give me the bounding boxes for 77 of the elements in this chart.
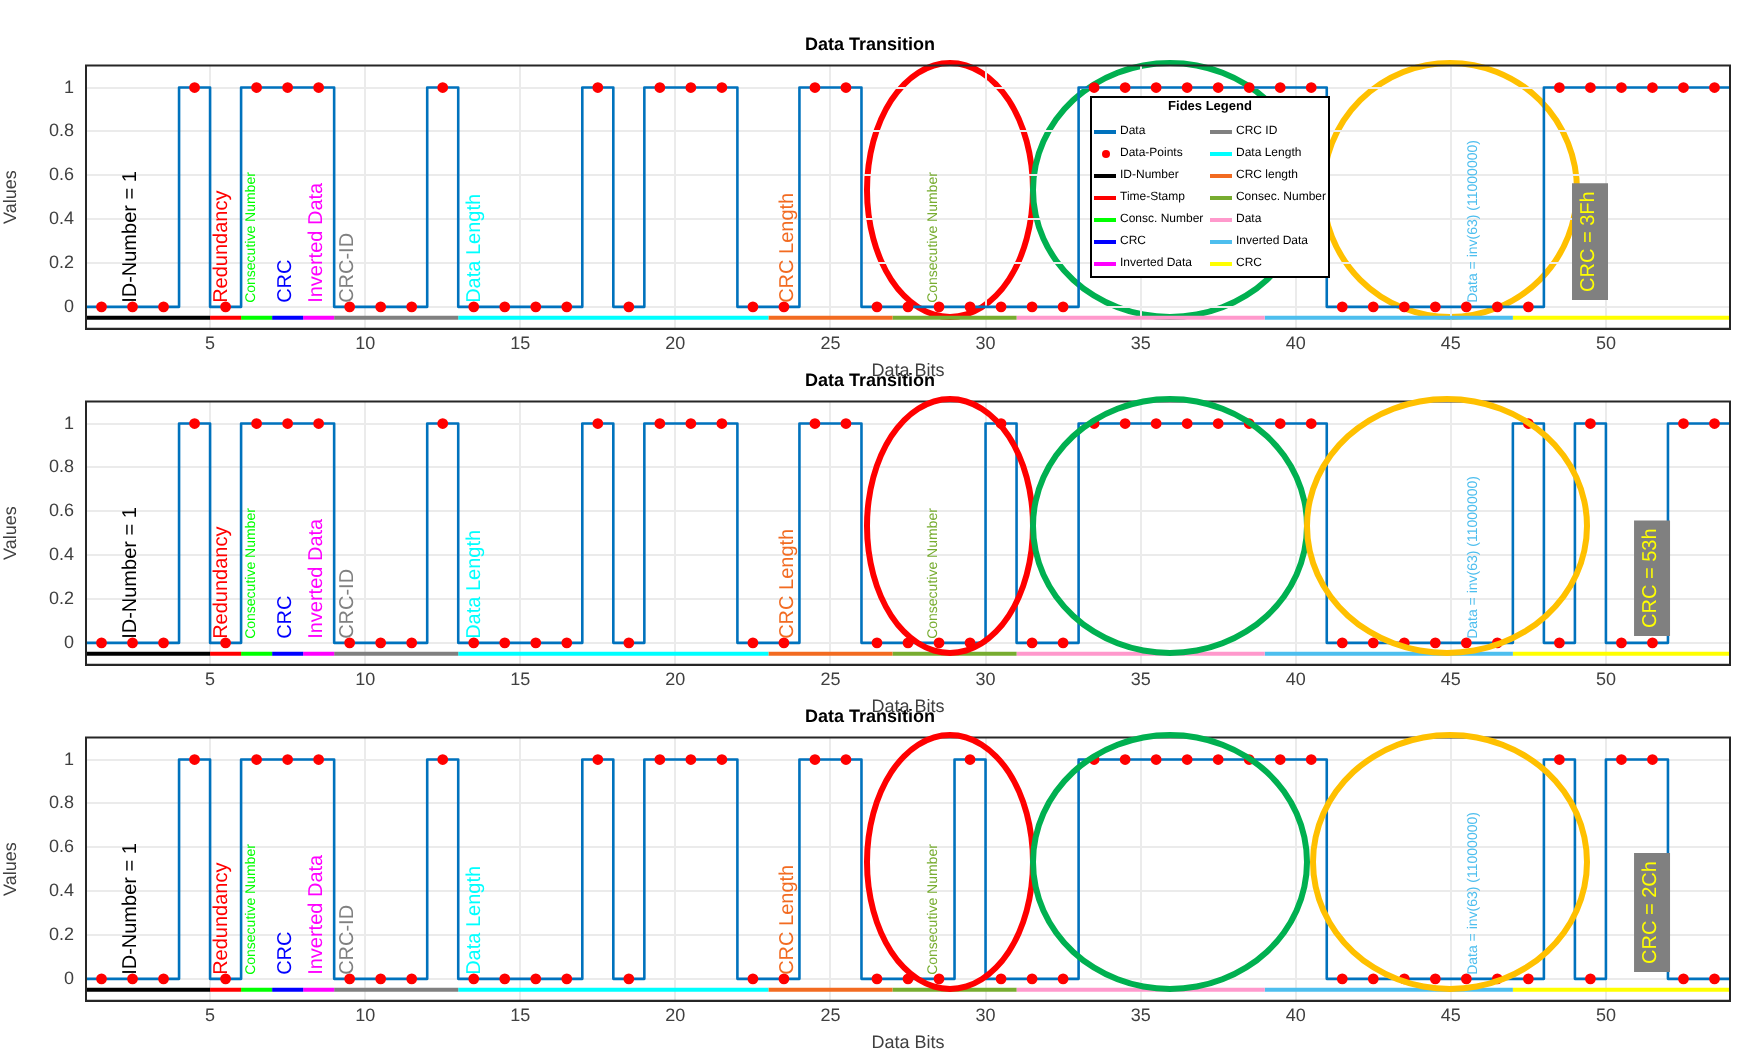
y-tick-label: 0	[63, 631, 74, 652]
x-tick-label: 45	[1440, 1004, 1461, 1025]
annotation: CRC-ID	[336, 568, 359, 639]
y-tick-label: 1	[63, 412, 74, 433]
annotation: Inverted Data	[305, 517, 328, 639]
x-tick-label: 50	[1595, 1004, 1616, 1025]
annotation: Data Length	[463, 529, 486, 639]
x-tick-label: 30	[975, 668, 996, 689]
x-tick-label: 15	[510, 332, 531, 353]
annotation: Data Length	[463, 865, 486, 975]
y-tick-label: 1	[63, 748, 74, 769]
x-tick-label: 5	[205, 332, 216, 353]
y-tick-label: 1	[63, 76, 74, 97]
x-tick-label: 45	[1440, 332, 1461, 353]
annotation: Inverted Data	[305, 853, 328, 975]
x-tick-label: 40	[1285, 332, 1306, 353]
x-tick-label: 50	[1595, 668, 1616, 689]
annotation: Data Length	[463, 193, 486, 303]
annotation: Redundancy	[211, 526, 234, 639]
x-tick-label: 30	[975, 1004, 996, 1025]
x-tick-label: 15	[510, 668, 531, 689]
y-tick-label: 0.2	[48, 923, 74, 944]
x-tick-label: 20	[665, 668, 686, 689]
y-tick-label: 0.6	[48, 164, 74, 185]
annotation: CRC Length	[777, 192, 800, 303]
chart-title: Data Transition	[804, 33, 936, 54]
y-tick-label: 0.6	[48, 836, 74, 857]
x-tick-label: 35	[1130, 668, 1151, 689]
annotation: ID-Number = 1	[119, 170, 142, 303]
x-tick-label: 10	[355, 332, 376, 353]
y-tick-label: 0	[63, 295, 74, 316]
annotation: CRC-ID	[336, 232, 359, 303]
x-tick-label: 20	[665, 1004, 686, 1025]
annotation: CRC	[274, 595, 297, 639]
annotation: Redundancy	[211, 190, 234, 303]
y-tick-label: 0.2	[48, 251, 74, 272]
y-tick-label: 0.4	[48, 880, 74, 901]
annotation: CRC-ID	[336, 904, 359, 975]
annotation: CRC Length	[777, 864, 800, 975]
x-tick-label: 10	[355, 668, 376, 689]
x-tick-label: 25	[820, 1004, 841, 1025]
annotation: Inverted Data	[305, 181, 328, 303]
x-tick-label: 25	[820, 332, 841, 353]
y-tick-label: 0	[63, 967, 74, 988]
y-axis-title: Values	[0, 169, 20, 225]
x-tick-label: 5	[205, 668, 216, 689]
annotation: CRC = 2Ch	[1639, 861, 1662, 964]
y-axis-title: Values	[0, 841, 20, 897]
annotation: CRC = 53h	[1639, 528, 1662, 628]
x-tick-label: 40	[1285, 1004, 1306, 1025]
annotation: CRC	[274, 931, 297, 975]
annotation: CRC = 3Fh	[1577, 191, 1600, 292]
y-tick-label: 0.8	[48, 792, 74, 813]
annotation: ID-Number = 1	[119, 842, 142, 975]
annotation: ID-Number = 1	[119, 506, 142, 639]
x-tick-label: 10	[355, 1004, 376, 1025]
x-tick-label: 20	[665, 332, 686, 353]
annotation: Redundancy	[211, 862, 234, 975]
y-tick-label: 0.4	[48, 208, 74, 229]
annotation: CRC Length	[777, 528, 800, 639]
x-tick-label: 35	[1130, 332, 1151, 353]
x-tick-label: 40	[1285, 668, 1306, 689]
x-tick-label: 25	[820, 668, 841, 689]
y-tick-label: 0.4	[48, 544, 74, 565]
x-tick-label: 15	[510, 1004, 531, 1025]
y-axis-title: Values	[0, 505, 20, 561]
y-tick-label: 0.8	[48, 120, 74, 141]
x-tick-label: 35	[1130, 1004, 1151, 1025]
x-tick-label: 30	[975, 332, 996, 353]
annotation: CRC	[274, 259, 297, 303]
y-tick-label: 0.6	[48, 500, 74, 521]
x-tick-label: 45	[1440, 668, 1461, 689]
x-tick-label: 5	[205, 1004, 216, 1025]
y-tick-label: 0.2	[48, 587, 74, 608]
x-axis-title: Data Bits	[871, 1032, 946, 1053]
x-tick-label: 50	[1595, 332, 1616, 353]
y-tick-label: 0.8	[48, 456, 74, 477]
